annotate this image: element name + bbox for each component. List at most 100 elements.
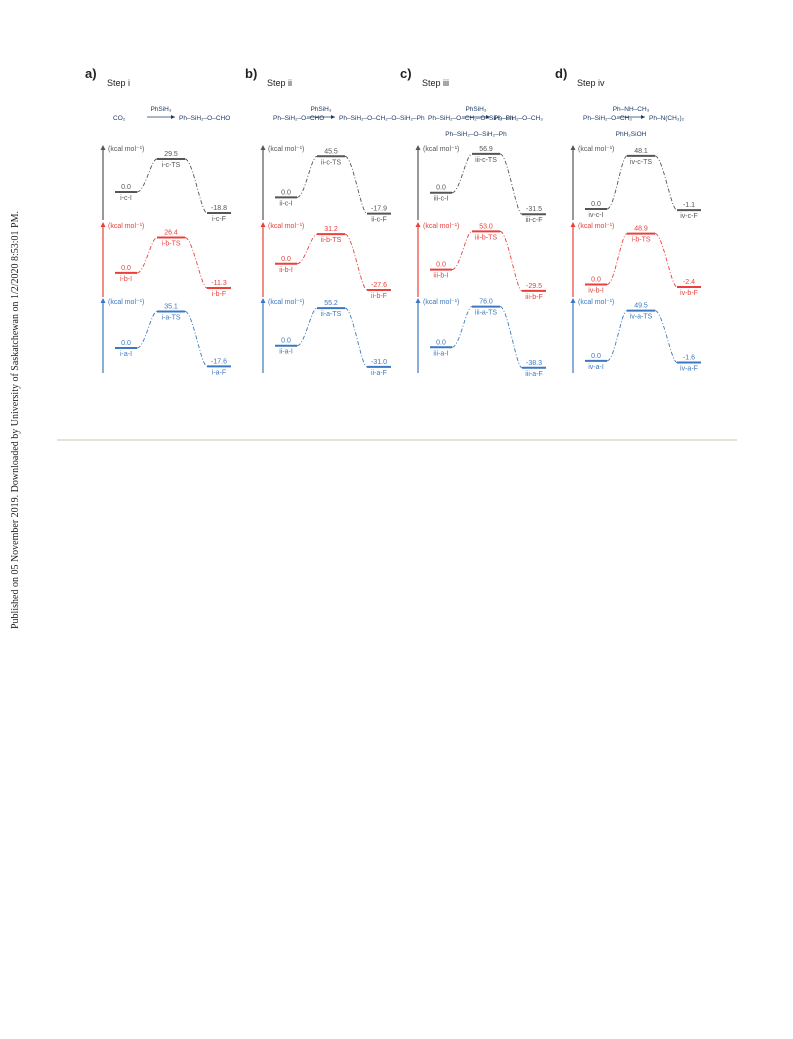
state-name: iv-b-F — [680, 290, 698, 297]
reactant: Ph–SiH₂–O–CHO — [273, 115, 324, 122]
state-name: i-a-I — [120, 351, 132, 358]
state-name: iv-a-F — [680, 365, 698, 372]
reactant: Ph–SiH₂–O–CH₃ — [583, 115, 632, 122]
energy-value: 45.5 — [324, 148, 338, 155]
state-name: ii-c-F — [371, 217, 387, 224]
energy-value: 0.0 — [281, 256, 291, 263]
profile-curve — [606, 233, 678, 288]
arrow-head — [641, 115, 645, 119]
step-title: Step i — [107, 78, 130, 88]
profile-curve — [136, 158, 208, 214]
energy-value: -2.4 — [683, 279, 695, 286]
product: Ph–SiH₂–O–CHO — [179, 115, 230, 122]
axis-label: (kcal mol⁻¹) — [108, 223, 144, 230]
energy-value: 0.0 — [591, 277, 601, 284]
state-name: ii-a-I — [279, 349, 293, 356]
energy-value: 0.0 — [436, 339, 446, 346]
step-title: Step ii — [267, 78, 292, 88]
axis-label: (kcal mol⁻¹) — [423, 299, 459, 306]
energy-value: 0.0 — [281, 189, 291, 196]
state-name: iii-c-F — [525, 217, 542, 224]
profile-curve — [136, 237, 208, 289]
state-name: i-a-F — [212, 369, 226, 376]
profile-curve — [606, 310, 678, 363]
byproduct: Ph–SiH₂–O–SiH₂–Ph — [445, 131, 507, 138]
profile-curve — [296, 155, 368, 215]
state-name: i-b-I — [120, 276, 132, 283]
reagent: PhSiH₃ — [310, 106, 331, 113]
axis-label: (kcal mol⁻¹) — [578, 299, 614, 306]
product: Ph–N(CH₃)₂ — [649, 115, 685, 122]
profile-curve — [451, 230, 523, 292]
axis-label: (kcal mol⁻¹) — [108, 299, 144, 306]
energy-value: 0.0 — [591, 201, 601, 208]
axis-arrow — [100, 222, 106, 227]
panel-label: a) — [85, 66, 97, 81]
energy-value: 0.0 — [121, 340, 131, 347]
energy-value: 0.0 — [281, 338, 291, 345]
energy-value: -18.8 — [211, 205, 227, 212]
energy-value: 26.4 — [164, 230, 178, 237]
axis-label: (kcal mol⁻¹) — [578, 223, 614, 230]
state-name: iii-a-TS — [475, 310, 497, 317]
state-name: i-c-TS — [162, 162, 181, 169]
reagent: PhSiH₃ — [465, 106, 486, 113]
state-name: iv-a-TS — [630, 314, 653, 321]
energy-value: 53.0 — [479, 223, 493, 230]
energy-value: -1.1 — [683, 202, 695, 209]
state-name: ii-a-F — [371, 370, 387, 377]
energy-value: 0.0 — [436, 185, 446, 192]
axis-label: (kcal mol⁻¹) — [423, 146, 459, 153]
energy-value: 31.2 — [324, 226, 338, 233]
energy-value: -1.6 — [683, 354, 695, 361]
profile-curve — [136, 310, 208, 367]
state-name: i-a-TS — [161, 314, 180, 321]
reagent: Ph–NH–CH₃ — [613, 106, 650, 113]
axis-arrow — [260, 222, 266, 227]
reagent: PhSiH₃ — [150, 106, 171, 113]
axis-arrow — [415, 222, 421, 227]
arrow-head — [486, 115, 490, 119]
state-name: iii-a-I — [433, 350, 448, 357]
state-name: iv-c-I — [588, 212, 603, 219]
energy-value: -38.3 — [526, 360, 542, 367]
profile-curve — [451, 306, 523, 369]
energy-value: -17.6 — [211, 358, 227, 365]
state-name: iv-b-I — [588, 288, 604, 295]
axis-label: (kcal mol⁻¹) — [423, 223, 459, 230]
energy-value: 0.0 — [121, 184, 131, 191]
axis-arrow — [100, 298, 106, 303]
arrow-head — [331, 115, 335, 119]
reactant: CO₂ — [113, 115, 126, 122]
byproduct: PhH₂SiOH — [616, 131, 647, 138]
side-note: Published on 05 November 2019. Downloade… — [10, 211, 21, 629]
panel-label: c) — [400, 66, 412, 81]
energy-value: 35.1 — [164, 303, 178, 310]
axis-arrow — [260, 298, 266, 303]
state-name: iii-a-F — [525, 371, 543, 378]
axis-arrow — [415, 145, 421, 150]
axis-arrow — [570, 222, 576, 227]
state-name: i-c-I — [120, 195, 132, 202]
profile-curve — [296, 233, 368, 291]
axis-label: (kcal mol⁻¹) — [268, 223, 304, 230]
energy-value: -17.9 — [371, 206, 387, 213]
state-name: i-b-TS — [631, 237, 650, 244]
energy-value: 48.1 — [634, 148, 648, 155]
axis-arrow — [415, 298, 421, 303]
state-name: i-b-TS — [161, 241, 180, 248]
axis-label: (kcal mol⁻¹) — [268, 146, 304, 153]
state-name: iii-b-F — [525, 294, 543, 301]
axis-arrow — [260, 145, 266, 150]
energy-value: 76.0 — [479, 299, 493, 306]
state-name: ii-c-TS — [321, 159, 342, 166]
profile-curve — [606, 155, 678, 211]
state-name: ii-b-TS — [321, 237, 342, 244]
energy-value: 0.0 — [121, 265, 131, 272]
axis-label: (kcal mol⁻¹) — [108, 146, 144, 153]
axis-label: (kcal mol⁻¹) — [268, 299, 304, 306]
state-name: iv-c-F — [680, 213, 698, 220]
energy-value: 29.5 — [164, 151, 178, 158]
axis-arrow — [570, 298, 576, 303]
